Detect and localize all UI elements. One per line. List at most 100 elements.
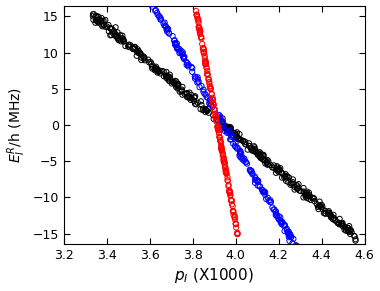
Point xyxy=(202,53,208,58)
Point xyxy=(108,27,114,31)
Point xyxy=(276,170,282,175)
Point xyxy=(192,102,198,106)
Point xyxy=(331,215,337,220)
Point xyxy=(255,183,261,188)
Point xyxy=(345,228,351,233)
Point xyxy=(152,8,158,13)
Point xyxy=(158,17,164,22)
Point xyxy=(285,180,291,184)
Point xyxy=(147,0,153,1)
Point xyxy=(166,30,172,35)
Point xyxy=(111,33,117,38)
Point xyxy=(306,265,312,269)
Point xyxy=(226,129,232,134)
Point xyxy=(119,38,125,42)
Point xyxy=(246,143,252,148)
Point xyxy=(233,222,239,226)
Point xyxy=(291,182,297,187)
Point xyxy=(201,51,207,56)
Point xyxy=(314,202,320,206)
Point xyxy=(286,229,292,234)
Point xyxy=(283,174,290,179)
Point xyxy=(90,14,96,19)
Point xyxy=(195,75,201,80)
Point xyxy=(274,168,280,173)
Point xyxy=(157,15,163,20)
Point xyxy=(160,21,166,26)
Point xyxy=(226,126,232,131)
Point xyxy=(272,209,279,214)
Point xyxy=(179,89,185,94)
Point xyxy=(242,140,249,144)
Point xyxy=(99,19,105,24)
Point xyxy=(282,174,288,178)
Point xyxy=(232,217,238,222)
Point xyxy=(222,165,228,170)
Point xyxy=(223,171,230,176)
Point xyxy=(230,209,236,214)
Point xyxy=(198,36,204,41)
Point xyxy=(230,134,236,139)
Point xyxy=(256,184,263,189)
Point xyxy=(157,69,163,73)
Point xyxy=(233,225,239,230)
Point xyxy=(298,251,304,256)
Point xyxy=(268,200,274,205)
Point xyxy=(174,82,180,87)
Point xyxy=(108,26,114,31)
Point xyxy=(310,196,317,200)
Point xyxy=(147,0,153,4)
Point xyxy=(227,137,233,142)
Point xyxy=(198,35,204,40)
Point xyxy=(109,30,116,35)
Point xyxy=(202,62,208,67)
Point xyxy=(252,178,258,182)
Point xyxy=(192,95,198,100)
Point xyxy=(265,162,271,166)
Point xyxy=(240,139,246,143)
Point xyxy=(232,215,238,220)
Point xyxy=(260,189,266,194)
Point xyxy=(216,131,222,136)
Point xyxy=(274,167,280,172)
Point xyxy=(273,213,279,218)
Point xyxy=(255,178,261,183)
Point xyxy=(306,267,312,271)
Point xyxy=(234,230,241,235)
Point xyxy=(233,222,239,226)
Point xyxy=(287,232,293,236)
Point xyxy=(236,153,242,158)
Point xyxy=(207,87,214,91)
Point xyxy=(237,152,243,157)
Point xyxy=(233,141,239,146)
Point xyxy=(196,80,202,85)
Point xyxy=(155,68,161,73)
Point xyxy=(255,179,261,183)
Point xyxy=(273,211,279,216)
Point xyxy=(228,198,234,203)
Point xyxy=(196,85,203,89)
Point xyxy=(284,226,290,231)
Point xyxy=(215,127,221,132)
Point xyxy=(339,222,345,226)
Point xyxy=(215,125,221,130)
Point xyxy=(167,75,173,79)
Point xyxy=(284,228,290,232)
Point xyxy=(257,184,263,189)
Point xyxy=(281,223,287,228)
Point xyxy=(275,215,281,220)
Point xyxy=(220,157,226,161)
Point xyxy=(325,210,331,215)
Point xyxy=(216,135,222,139)
Point xyxy=(219,147,225,152)
Point xyxy=(307,268,314,273)
Point xyxy=(262,161,268,166)
Point xyxy=(161,23,167,28)
Point xyxy=(163,24,169,29)
Point xyxy=(181,54,187,59)
Point xyxy=(218,141,224,146)
Point xyxy=(220,152,226,156)
Point xyxy=(163,73,169,78)
Point xyxy=(181,57,187,61)
Point xyxy=(197,28,203,33)
